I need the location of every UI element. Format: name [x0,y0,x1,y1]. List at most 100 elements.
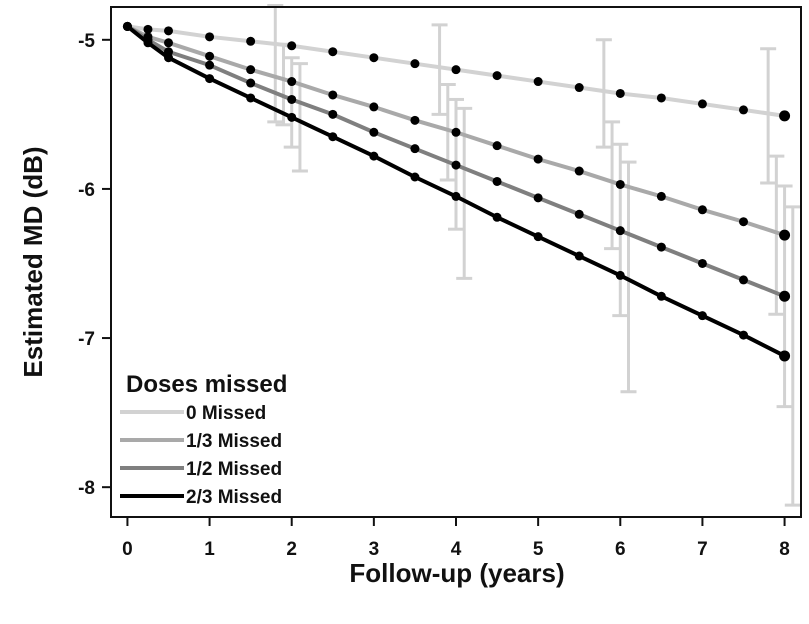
legend-item: 2/3 Missed [120,487,282,508]
legend-label: 0 Missed [186,403,266,424]
data-point [615,179,625,189]
data-point [122,21,132,31]
data-point [533,232,543,242]
data-point [779,229,791,241]
data-point [492,141,502,151]
x-tick-label: 5 [533,539,544,560]
data-point [656,93,666,103]
y-axis: -5 -6 -7 -8 [78,31,111,499]
data-point [143,38,153,48]
data-point [697,311,707,321]
data-point [328,47,338,57]
error-bar [784,205,801,507]
series-points-4 [122,21,791,362]
data-point [287,41,297,51]
data-point [246,78,256,88]
series-points-3 [122,21,791,302]
data-point [369,102,379,112]
x-tick-label: 1 [204,539,215,560]
error-bar [267,4,284,124]
data-point [574,251,584,261]
y-tick-label: -7 [78,329,95,350]
data-point [615,88,625,98]
legend-label: 1/2 Missed [186,459,282,480]
data-point [328,132,338,142]
legend-label: 2/3 Missed [186,487,282,508]
data-point [574,209,584,219]
data-point [779,110,791,122]
x-tick-label: 7 [697,539,708,560]
data-point [697,258,707,268]
series-line-1 [125,24,787,118]
data-point [410,115,420,125]
x-tick-label: 6 [615,539,626,560]
data-point [328,90,338,100]
data-point [451,65,461,75]
data-point [205,74,215,84]
data-point [369,53,379,63]
y-tick-label: -5 [78,31,95,52]
legend-label: 1/3 Missed [186,431,282,452]
legend-item: 0 Missed [120,403,266,424]
data-point [287,94,297,104]
data-point [656,191,666,201]
legend-item: 1/3 Missed [120,431,282,452]
x-tick-label: 0 [122,539,133,560]
x-axis: 0 1 2 3 4 5 6 7 8 [122,517,790,560]
error-bar [768,154,785,316]
data-point [410,144,420,154]
data-point [246,65,256,75]
data-point [779,350,791,362]
data-point [779,290,791,302]
y-tick-label: -6 [78,180,95,201]
data-point [697,99,707,109]
series-line-3 [125,24,787,299]
series-line-2 [125,24,787,238]
data-point [656,242,666,252]
x-tick-label: 4 [451,539,462,560]
data-point [739,105,748,115]
data-point [328,109,338,119]
legend: Doses missed 0 Missed 1/3 Missed 1/2 Misse… [120,371,287,508]
data-point [492,176,502,186]
error-bar [291,62,308,173]
legend-title: Doses missed [126,371,287,398]
error-bar [595,38,612,149]
data-point [410,59,420,69]
data-point [246,93,256,103]
data-point [697,205,707,215]
data-point [451,191,461,201]
data-point [739,217,748,227]
data-point [451,127,461,137]
data-point [143,24,153,34]
data-point [492,71,502,81]
data-point [164,26,173,36]
y-tick-label: -8 [78,478,95,499]
series-lines [125,24,787,358]
x-tick-label: 2 [286,539,297,560]
data-point [492,212,502,222]
series-points-1 [122,21,791,122]
data-point [246,36,256,46]
data-point [164,53,173,63]
error-bar [439,83,456,182]
series-points [122,21,791,362]
data-point [164,38,173,48]
x-tick-label: 8 [779,539,790,560]
data-point [451,160,461,170]
data-point [369,151,379,161]
x-axis-title: Follow-up (years) [349,558,564,588]
legend-item: 1/2 Missed [120,459,282,480]
data-point [287,112,297,122]
data-point [410,172,420,182]
error-bar [431,23,448,116]
data-point [205,60,215,70]
data-point [287,77,297,87]
data-point [533,77,543,87]
data-point [533,193,543,203]
series-line-4 [125,24,787,358]
data-point [205,32,215,42]
data-point [739,330,748,340]
